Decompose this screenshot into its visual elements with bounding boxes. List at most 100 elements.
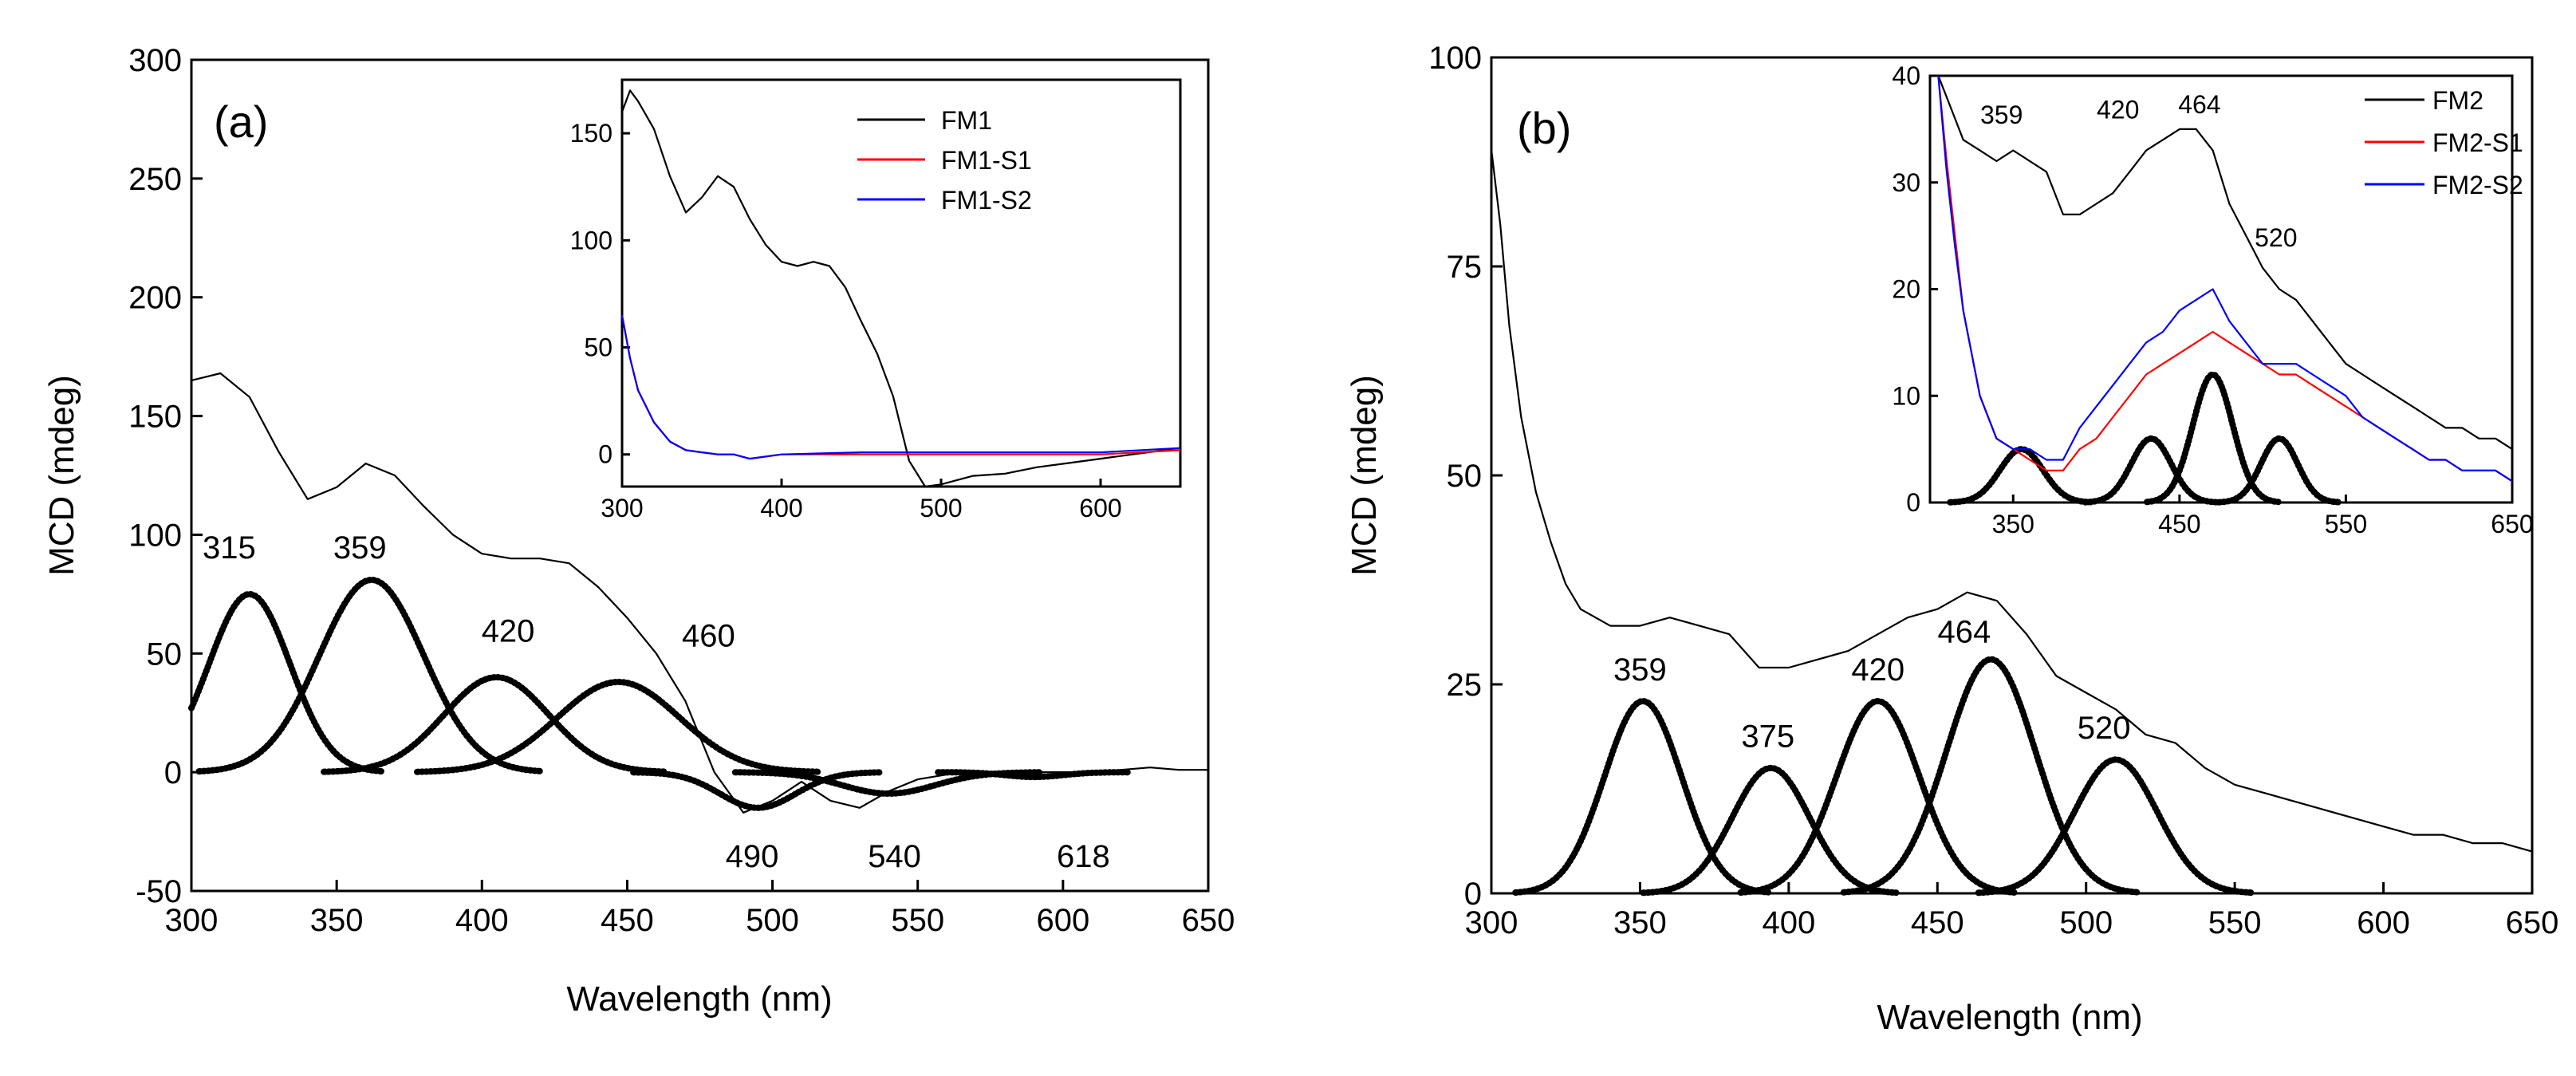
panel-a-y-tick-label: 0 xyxy=(164,755,182,790)
legend-label-fm1: FM1 xyxy=(941,106,992,135)
panel-b-inset-x-tick-label: 650 xyxy=(2491,510,2533,538)
panel-a-y-ticks: -50 0 50 100 150 200 250 300 xyxy=(128,43,203,909)
panel-b-y-ticks: 0 25 50 75 100 xyxy=(1428,41,1503,912)
panel-b-inset-x-ticks: 350 450 550 650 xyxy=(1992,495,2534,538)
panel-a-plot-frame xyxy=(190,58,1210,893)
panel-a-x-tick-label: 350 xyxy=(310,903,364,938)
panel-b-inset: 350 450 550 650 0 10 20 30 40 359 420 464 520 FM2 … xyxy=(1892,61,2533,538)
panel-b-gaussian-3 xyxy=(1737,697,2018,896)
panel-b-inset-frame xyxy=(1928,74,2514,504)
panel-b-inset-series xyxy=(1937,75,2513,483)
panel-a-label: (a) xyxy=(214,97,268,147)
panel-b-gaussian-1 xyxy=(1512,697,1772,896)
panel-b-peak-label: 359 xyxy=(1613,652,1667,688)
panel-a-x-tick-label: 300 xyxy=(165,903,219,938)
panel-a-peak-label: 540 xyxy=(868,839,921,874)
panel-b-inset-y-tick-label: 40 xyxy=(1892,61,1920,90)
panel-a-inset-x-tick-label: 500 xyxy=(920,494,962,522)
panel-a-y-tick-label: 200 xyxy=(128,281,182,316)
panel-b-inset-x-tick-label: 550 xyxy=(2325,510,2367,538)
panel-b-inset-peak-label: 464 xyxy=(2178,90,2220,119)
panel-a-gaussian-5 xyxy=(630,769,884,811)
panel-a-y-tick-label: 300 xyxy=(128,43,182,78)
panel-a-gaussian-components xyxy=(188,577,1133,811)
panel-a-inset-x-tick-label: 300 xyxy=(601,494,643,522)
panel-b-peak-label: 375 xyxy=(1741,719,1794,755)
panel-b-y-axis-title: MCD (mdeg) xyxy=(1345,375,1384,576)
panel-b-x-tick-label: 650 xyxy=(2506,905,2559,940)
panel-b-x-axis-title: Wavelength (nm) xyxy=(1877,998,2142,1037)
panel-b-inset-y-tick-label: 10 xyxy=(1892,381,1920,410)
panel-a-inset-x-tick-label: 400 xyxy=(760,494,802,522)
panel-b-inset-series-fm2 xyxy=(1937,75,2513,451)
panel-b-inset-peak-labels: 359 420 464 520 xyxy=(1980,90,2298,252)
panel-a-gaussian-2 xyxy=(195,577,546,775)
panel-b-inset-series-fm2-s2 xyxy=(1937,75,2513,483)
panel-b-x-tick-label: 500 xyxy=(2059,905,2113,940)
panel-a-x-tick-label: 650 xyxy=(1182,903,1235,938)
panel-a-x-tick-label: 400 xyxy=(455,903,509,938)
panel-b-y-tick-label: 100 xyxy=(1428,41,1482,76)
panel-b-peak-label: 520 xyxy=(2078,711,2131,746)
panel-b-gaussian-5 xyxy=(1975,756,2255,897)
legend-label-fm1-s1: FM1-S1 xyxy=(941,146,1032,175)
panel-a-x-axis-title: Wavelength (nm) xyxy=(566,979,832,1019)
panel-b-inset-peak-label: 420 xyxy=(2097,96,2139,124)
panel-a-y-axis-title: MCD (mdeg) xyxy=(42,375,81,576)
panel-a-inset-x-tick-label: 600 xyxy=(1079,494,1121,522)
panel-a-peak-label: 359 xyxy=(333,530,387,566)
panel-a-y-tick-label: 50 xyxy=(147,637,183,672)
panel-a-inset-frame xyxy=(620,78,1182,488)
panel-b-y-tick-label: 75 xyxy=(1447,250,1483,285)
panel-a-inset-x-ticks: 300 400 500 600 xyxy=(601,479,1122,522)
panel-b-inset-legend: FM2 FM2-S1 FM2-S2 xyxy=(2365,86,2523,199)
panel-b-x-tick-label: 300 xyxy=(1465,905,1518,940)
panel-b-peak-labels: 359 375 420 464 520 xyxy=(1613,615,2130,755)
panel-b-x-tick-label: 600 xyxy=(2357,905,2410,940)
panel-a-inset-y-tick-label: 150 xyxy=(570,119,612,148)
panel-b-series xyxy=(1490,149,2533,853)
panel-b-inset-y-tick-label: 20 xyxy=(1892,275,1920,304)
panel-b-inset-gaussian-2 xyxy=(2082,435,2220,506)
panel-a-peak-label: 420 xyxy=(482,613,535,648)
panel-b-inset-gaussian-4 xyxy=(2216,435,2342,506)
panel-b-y-tick-label: 0 xyxy=(1464,877,1482,912)
panel-b-x-tick-label: 450 xyxy=(1911,905,1964,940)
panel-b-y-tick-label: 25 xyxy=(1447,668,1483,703)
panel-a-series-fm1 xyxy=(191,372,1208,814)
panel-a-inset-y-tick-label: 100 xyxy=(570,226,612,254)
panel-b-gaussian-2 xyxy=(1640,764,1900,897)
panel-b-peak-label: 420 xyxy=(1851,652,1904,688)
panel-a-x-tick-label: 550 xyxy=(891,903,944,938)
panel-a-peak-label: 460 xyxy=(682,618,735,653)
panel-b-x-tick-label: 400 xyxy=(1762,905,1815,940)
panel-a-y-tick-label: 100 xyxy=(128,518,182,553)
panel-b-x-tick-label: 550 xyxy=(2208,905,2262,940)
panel-b-inset-y-ticks: 0 10 20 30 40 xyxy=(1892,61,1938,517)
panel-a-y-tick-label: 250 xyxy=(128,162,182,197)
panel-b-inset-peak-label: 520 xyxy=(2255,223,2297,252)
legend-label-fm2-s2: FM2-S2 xyxy=(2432,171,2523,199)
panel-a-inset-y-tick-label: 0 xyxy=(598,440,612,469)
panel-b-inset-y-tick-label: 30 xyxy=(1892,168,1920,197)
panel-b-series-fm2 xyxy=(1490,149,2533,853)
panel-a-x-tick-label: 600 xyxy=(1036,903,1089,938)
panel-a-inset-y-ticks: 0 50 100 150 xyxy=(570,119,630,469)
panel-b-inset-peak-label: 359 xyxy=(1980,101,2023,129)
panel-a-gaussian-3 xyxy=(321,674,670,775)
panel-a-x-tick-label: 450 xyxy=(601,903,654,938)
panel-b-label: (b) xyxy=(1517,103,1571,153)
panel-a-peak-label: 490 xyxy=(726,839,779,874)
panel-a-y-tick-label: 150 xyxy=(128,400,182,435)
panel-a-x-tick-label: 500 xyxy=(746,903,799,938)
panel-b-inset-y-tick-label: 0 xyxy=(1906,488,1920,517)
panel-a-inset-series xyxy=(620,89,1181,488)
panel-a-inset-y-tick-label: 50 xyxy=(584,333,612,362)
panel-a-peak-labels: 315 359 420 460 490 540 618 xyxy=(203,530,1110,874)
panel-a-peak-label: 315 xyxy=(203,530,256,566)
legend-label-fm1-s2: FM1-S2 xyxy=(941,186,1032,215)
panel-a-inset: 300 400 500 600 0 50 100 150 FM1 FM1-S1 FM1-S2 xyxy=(570,78,1182,522)
panel-a-gaussian-4 xyxy=(414,678,821,775)
panel-a: 300 350 400 450 500 550 600 650 -50050100150200… xyxy=(42,43,1235,1019)
